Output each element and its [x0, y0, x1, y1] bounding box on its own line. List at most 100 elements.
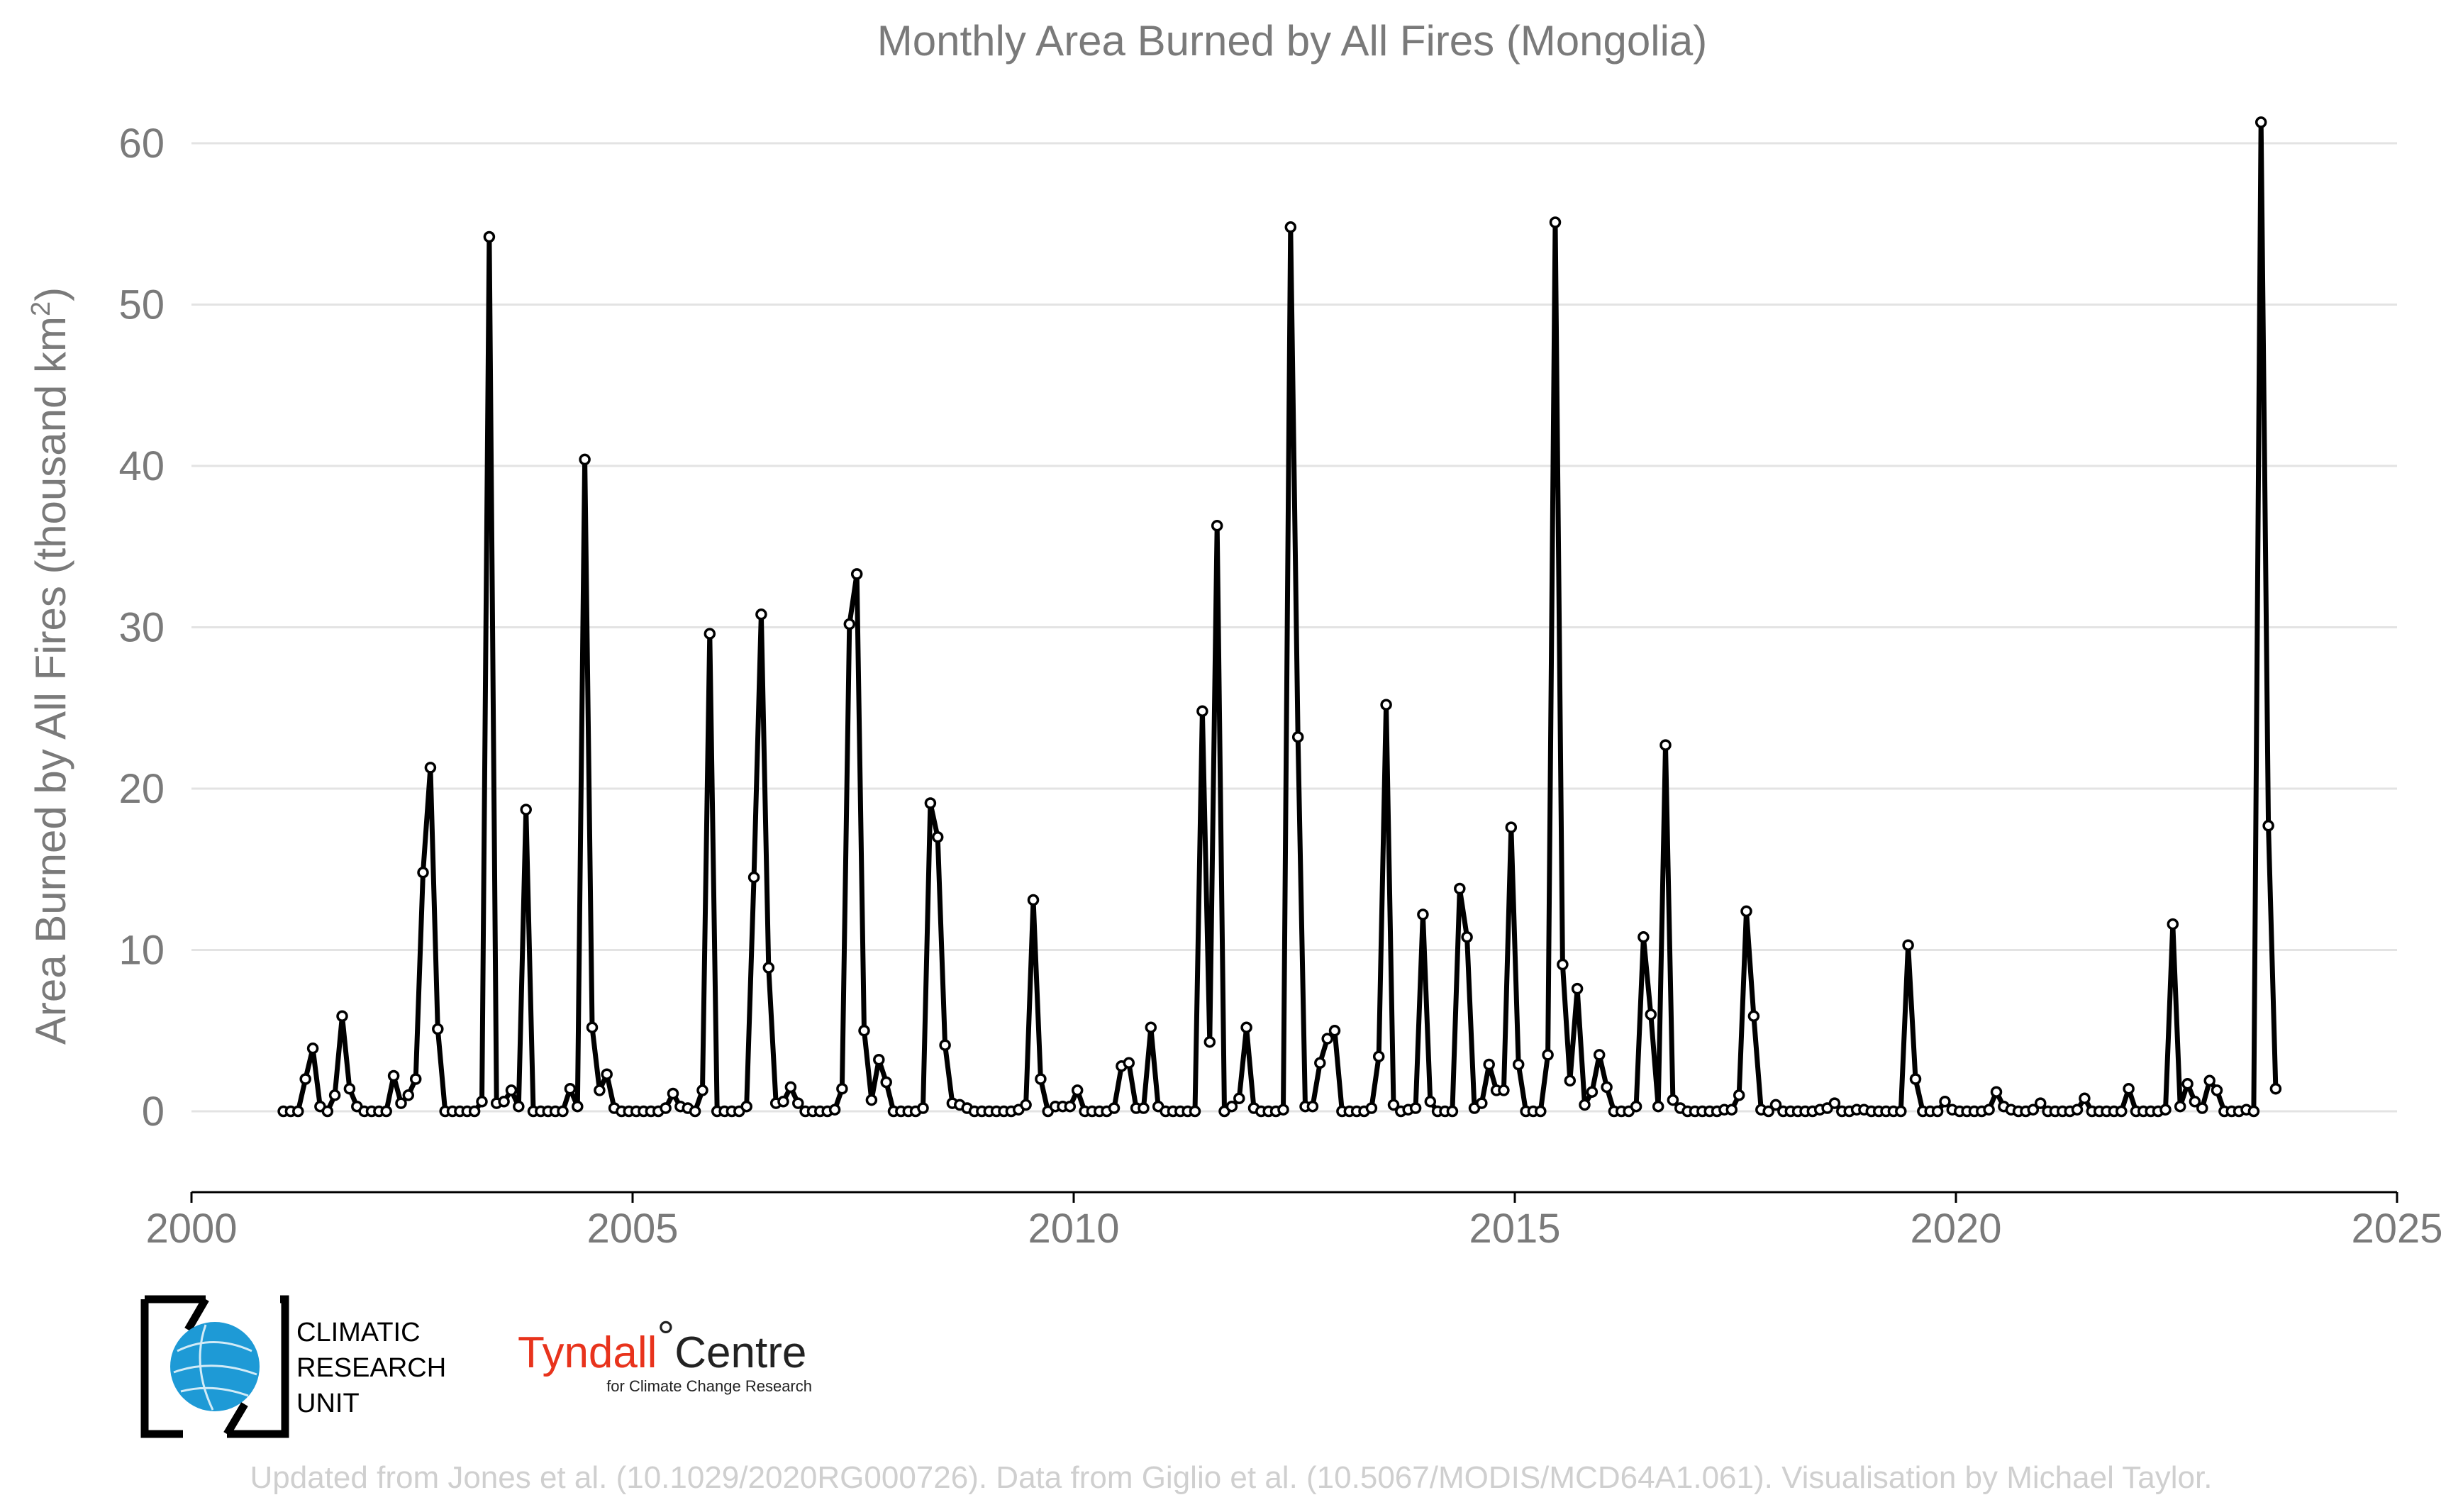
data-point	[1733, 1089, 1745, 1101]
data-point	[594, 1084, 606, 1096]
x-tick-label: 2015	[1469, 1206, 1560, 1252]
data-point	[2079, 1092, 2091, 1105]
data-point	[513, 1100, 525, 1113]
y-axis-label-main: Area Burned by All Fires (thousand km	[27, 316, 74, 1045]
data-point	[395, 1097, 407, 1109]
data-point	[1461, 931, 1473, 943]
data-point	[762, 962, 775, 974]
data-point	[1138, 1102, 1150, 1114]
data-point	[1902, 939, 1914, 951]
data-point	[2189, 1096, 2201, 1108]
data-point	[1233, 1092, 1245, 1105]
data-point	[1542, 1049, 1554, 1061]
data-point	[2211, 1084, 2223, 1096]
data-point	[1983, 1104, 1995, 1116]
data-point	[1145, 1021, 1157, 1033]
data-point	[1769, 1099, 1782, 1111]
data-point	[1314, 1057, 1326, 1069]
y-tick-label: 0	[142, 1089, 165, 1135]
data-point	[828, 1104, 841, 1116]
data-point	[2034, 1097, 2047, 1109]
x-tick-label: 2020	[1910, 1206, 2001, 1252]
data-point	[2203, 1074, 2215, 1087]
data-points	[277, 116, 2282, 1118]
data-point	[2115, 1105, 2128, 1118]
data-point	[1725, 1104, 1738, 1116]
data-point	[858, 1025, 870, 1037]
data-point	[917, 1102, 929, 1114]
data-point	[2174, 1100, 2186, 1113]
data-point	[2247, 1105, 2260, 1118]
data-point	[747, 871, 760, 884]
data-point	[417, 867, 429, 879]
data-point	[1380, 699, 1392, 711]
tyndall-logo-wordmark: Tyndall°Centre	[518, 1313, 806, 1377]
data-point	[2262, 820, 2274, 832]
data-point	[865, 1094, 878, 1106]
data-point	[1586, 1086, 1599, 1098]
data-point	[1108, 1102, 1121, 1114]
data-point	[1645, 1008, 1657, 1021]
data-point	[1579, 1099, 1591, 1111]
y-tick-label: 60	[118, 121, 165, 167]
tyndall-name: Tyndall	[518, 1328, 657, 1377]
data-point	[784, 1081, 797, 1094]
data-point	[505, 1084, 518, 1096]
data-point	[1189, 1105, 1201, 1118]
data-point	[572, 1100, 584, 1113]
data-point	[1365, 1102, 1378, 1114]
data-point	[1535, 1105, 1547, 1118]
data-point	[292, 1105, 304, 1118]
data-point	[1659, 739, 1672, 751]
data-point	[2159, 1104, 2172, 1116]
data-point	[579, 453, 591, 466]
data-point	[1747, 1010, 1760, 1023]
x-tick-label: 2025	[2351, 1206, 2442, 1252]
data-point	[328, 1089, 341, 1101]
data-point	[1446, 1105, 1459, 1118]
data-point	[476, 1096, 488, 1108]
data-point	[1211, 519, 1223, 532]
y-axis-label: Area Burned by All Fires (thousand km2)	[26, 287, 74, 1045]
data-point	[520, 804, 532, 816]
y-axis-label-close: )	[27, 287, 74, 301]
data-point	[1512, 1058, 1525, 1071]
data-point	[1505, 821, 1518, 833]
data-point	[1593, 1049, 1606, 1061]
data-point	[792, 1097, 804, 1109]
x-tick-label: 2000	[145, 1206, 237, 1252]
data-point	[424, 762, 437, 774]
data-point	[689, 1105, 701, 1118]
data-point	[1203, 1035, 1216, 1048]
data-point	[1762, 1105, 1774, 1118]
data-point	[2167, 918, 2179, 930]
y-axis-ticks: 0 10 20 30 40 50 60	[118, 121, 165, 1135]
x-tick-label: 2005	[586, 1206, 678, 1252]
data-point	[1321, 1033, 1333, 1045]
data-point	[777, 1096, 789, 1108]
data-point	[1372, 1050, 1385, 1062]
data-point	[306, 1043, 319, 1055]
data-point	[924, 797, 937, 809]
series-line	[283, 119, 2279, 1114]
data-point	[409, 1073, 422, 1085]
tyndall-centre: Centre	[674, 1328, 806, 1377]
tyndall-degree: °	[657, 1313, 674, 1362]
cru-logo: CLIMATIC RESEARCH UNIT	[140, 1295, 446, 1438]
data-point	[380, 1105, 392, 1118]
data-point	[1667, 1094, 1679, 1106]
y-axis-label-superscript: 2	[26, 301, 56, 316]
data-point	[1939, 1096, 1951, 1108]
data-point	[2254, 116, 2267, 128]
data-point	[2071, 1104, 2084, 1116]
data-point	[1020, 1099, 1032, 1111]
data-point	[299, 1073, 311, 1085]
data-point	[850, 568, 863, 580]
cru-logo-text-2: RESEARCH	[296, 1353, 446, 1383]
data-point	[843, 618, 856, 630]
data-point	[1306, 1100, 1319, 1113]
data-point	[1557, 958, 1569, 971]
data-point	[1498, 1084, 1510, 1096]
chart-title: Monthly Area Burned by All Fires (Mongol…	[877, 17, 1708, 65]
data-point	[1284, 221, 1297, 233]
